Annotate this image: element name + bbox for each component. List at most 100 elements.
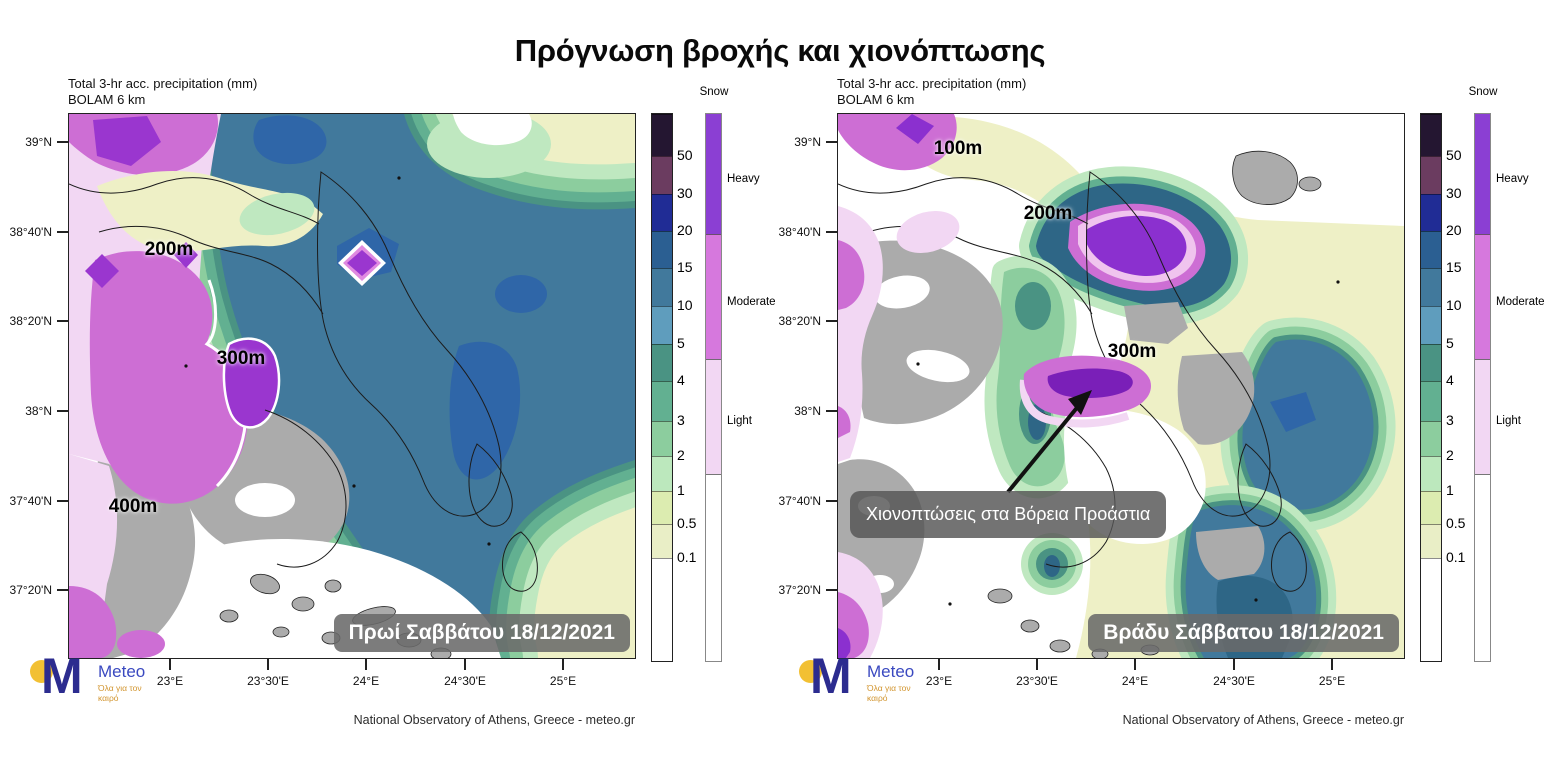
precip-level-label: 0.5	[1446, 515, 1466, 531]
lat-tick-label: 38°N	[25, 404, 52, 418]
precip-colorbar-segment	[1421, 268, 1441, 306]
precip-level-label: 20	[677, 222, 693, 238]
snow-colorbar-segment	[1475, 474, 1490, 661]
logo-tagline: Όλα για τον καιρό	[98, 683, 142, 703]
precip-colorbar-segment	[652, 344, 672, 381]
lon-axis: 23°E 23°30'E 24°E 24°30'E 25°E	[68, 657, 634, 693]
lon-tick	[169, 658, 171, 670]
precip-level-label: 2	[677, 447, 685, 463]
lon-tick-label: 24°30'E	[1213, 674, 1255, 688]
lat-tick-label: 38°40'N	[778, 225, 821, 239]
precip-colorbar-labels: 50 30 20 15 10 5 4 3 2 1 0.5 0.1	[1446, 113, 1486, 660]
precip-level-label: 3	[677, 412, 685, 428]
map-graphic	[838, 114, 1404, 658]
logo-yellow-dot-icon	[799, 660, 822, 683]
date-label-morning: Πρωί Σαββάτου 18/12/2021	[333, 614, 630, 652]
logo-name: Meteo	[867, 662, 915, 681]
precip-level-label: 2	[1446, 447, 1454, 463]
precip-colorbar-segment	[1421, 456, 1441, 491]
attribution-text: National Observatory of Athens, Greece -…	[1122, 713, 1404, 727]
precip-colorbar-labels: 50 30 20 15 10 5 4 3 2 1 0.5 0.1	[677, 113, 717, 660]
precip-colorbar-segment	[1421, 194, 1441, 231]
lon-tick	[1233, 658, 1235, 670]
precip-colorbar-segment	[1421, 524, 1441, 558]
precip-level-label: 30	[677, 185, 693, 201]
precip-colorbar-segment	[1421, 344, 1441, 381]
lat-tick-label: 37°20'N	[778, 583, 821, 597]
lat-axis: 39°N 38°40'N 38°20'N 38°N 37°40'N 37°20'N	[0, 113, 68, 657]
precip-colorbar-segment	[652, 194, 672, 231]
precip-level-label: 15	[1446, 259, 1462, 275]
map-header: Total 3-hr acc. precipitation (mm) BOLAM…	[68, 76, 257, 108]
logo-m-icon: M	[41, 648, 83, 704]
precip-colorbar-segment	[652, 231, 672, 268]
snow-colorbar-segment	[706, 474, 721, 661]
precip-level-label: 5	[1446, 335, 1454, 351]
precip-colorbar-segment	[652, 268, 672, 306]
date-label-evening: Βράδυ Σάββατου 18/12/2021	[1088, 614, 1399, 652]
lon-tick	[464, 658, 466, 670]
precip-colorbar-segment	[652, 491, 672, 524]
precip-level-label: 4	[1446, 372, 1454, 388]
lat-tick-label: 37°20'N	[9, 583, 52, 597]
lon-tick-label: 23°E	[156, 674, 184, 688]
elevation-label: 200m	[1023, 203, 1073, 224]
panel-saturday-evening: Total 3-hr acc. precipitation (mm) BOLAM…	[779, 76, 1545, 756]
precip-colorbar	[1420, 113, 1442, 662]
logo-m-icon: M	[810, 648, 852, 704]
map-header: Total 3-hr acc. precipitation (mm) BOLAM…	[837, 76, 1026, 108]
precip-colorbar-segment	[1421, 306, 1441, 344]
snow-colorbar-segment	[706, 234, 721, 359]
lon-tick	[1134, 658, 1136, 670]
precip-colorbar-segment	[1421, 421, 1441, 456]
snow-colorbar-labels: Heavy Moderate Light	[1496, 113, 1560, 660]
lat-tick	[826, 500, 837, 502]
annotation-arrow	[1006, 402, 1082, 494]
precip-level-label: 3	[1446, 412, 1454, 428]
lat-tick	[57, 141, 68, 143]
precip-level-label: 1	[1446, 482, 1454, 498]
lon-tick-label: 25°E	[549, 674, 577, 688]
lon-tick	[938, 658, 940, 670]
precip-level-label: 0.1	[677, 549, 697, 565]
precip-level-label: 10	[1446, 297, 1462, 313]
attribution-text: National Observatory of Athens, Greece -…	[353, 713, 635, 727]
precip-colorbar-segment	[1421, 114, 1441, 156]
snow-category-label: Heavy	[727, 173, 760, 185]
lon-tick-label: 25°E	[1318, 674, 1346, 688]
precip-colorbar	[651, 113, 673, 662]
precip-colorbar-segment	[652, 306, 672, 344]
precip-level-label: 15	[677, 259, 693, 275]
lon-tick-label: 24°E	[1121, 674, 1149, 688]
precip-level-label: 5	[677, 335, 685, 351]
precip-level-label: 50	[677, 147, 693, 163]
map-header-line2: BOLAM 6 km	[68, 92, 146, 107]
lon-tick	[1331, 658, 1333, 670]
snow-colorbar-segment	[1475, 359, 1490, 474]
lon-tick	[1036, 658, 1038, 670]
precip-level-label: 0.1	[1446, 549, 1466, 565]
lon-tick-label: 23°E	[925, 674, 953, 688]
lat-tick-label: 38°40'N	[9, 225, 52, 239]
snow-colorbar-segment	[706, 114, 721, 234]
snow-colorbar-title: Snow	[699, 86, 729, 98]
precip-colorbar-segment	[652, 524, 672, 558]
precip-level-label: 4	[677, 372, 685, 388]
lon-axis: 23°E 23°30'E 24°E 24°30'E 25°E	[837, 657, 1403, 693]
snow-category-label: Light	[727, 415, 752, 428]
elevation-label: 100m	[933, 138, 983, 159]
lat-tick	[826, 141, 837, 143]
map-header-line1: Total 3-hr acc. precipitation (mm)	[837, 76, 1027, 91]
elevation-label: 200m	[144, 239, 194, 260]
lat-tick-label: 38°20'N	[9, 314, 52, 328]
lat-tick	[57, 500, 68, 502]
meteo-logo: M Meteo Όλα για τον καιρό	[797, 648, 1007, 719]
lon-tick	[562, 658, 564, 670]
precip-level-label: 10	[677, 297, 693, 313]
lat-tick	[826, 410, 837, 412]
lon-tick	[365, 658, 367, 670]
lon-tick-label: 24°E	[352, 674, 380, 688]
map-header-line1: Total 3-hr acc. precipitation (mm)	[68, 76, 258, 91]
precip-colorbar-segment	[652, 381, 672, 421]
map-header-line2: BOLAM 6 km	[837, 92, 915, 107]
